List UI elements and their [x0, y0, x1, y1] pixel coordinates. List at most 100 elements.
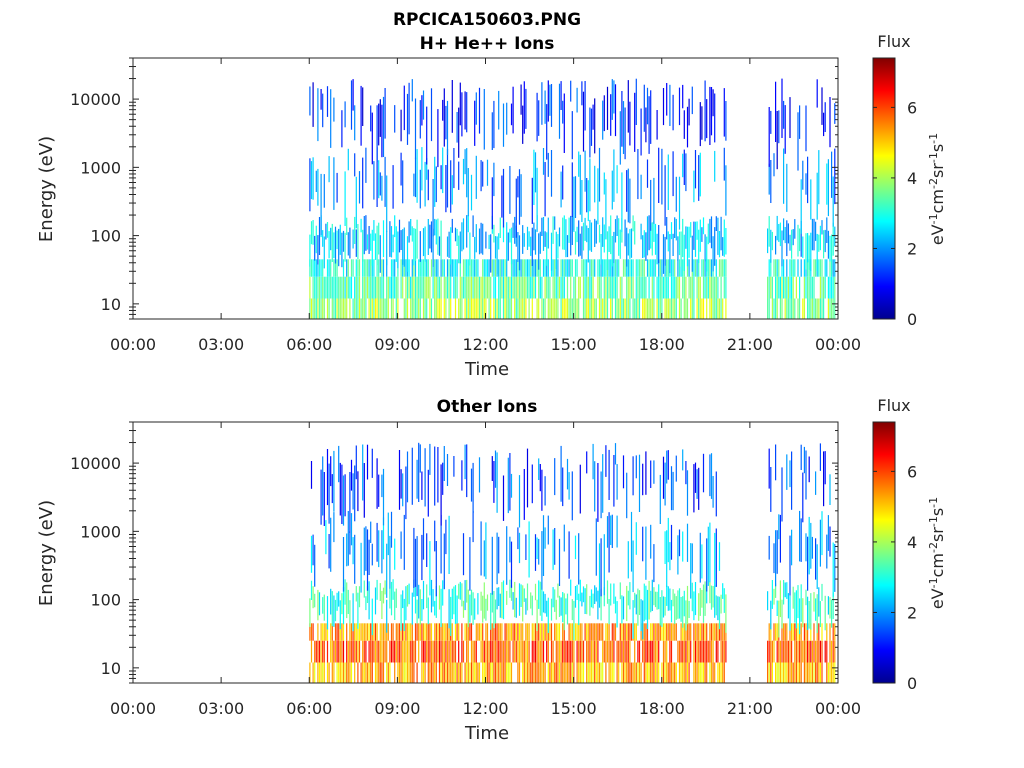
flux-mark — [563, 524, 565, 552]
flux-mark — [520, 584, 522, 607]
flux-mark — [557, 234, 559, 259]
flux-mark — [434, 298, 436, 319]
flux-mark — [792, 586, 794, 609]
flux-mark — [622, 640, 625, 663]
flux-mark — [688, 259, 690, 277]
flux-mark — [560, 445, 562, 502]
flux-mark — [544, 162, 546, 217]
flux-mark — [606, 516, 609, 548]
flux-mark — [666, 276, 668, 299]
flux-mark — [354, 662, 356, 683]
flux-mark — [648, 662, 650, 683]
flux-mark — [563, 276, 565, 299]
flux-mark — [584, 276, 586, 299]
flux-mark — [358, 259, 361, 277]
flux-mark — [531, 227, 533, 266]
flux-mark — [816, 662, 818, 683]
flux-mark — [619, 229, 621, 259]
flux-mark — [411, 623, 413, 641]
flux-mark — [560, 597, 562, 616]
flux-mark — [464, 444, 466, 480]
flux-mark — [538, 640, 540, 663]
flux-mark — [504, 640, 506, 663]
flux-mark — [526, 662, 529, 683]
flux-mark — [419, 298, 421, 319]
flux-mark — [626, 227, 628, 267]
flux-mark — [395, 640, 397, 663]
flux-mark — [650, 259, 652, 277]
flux-mark — [394, 538, 396, 570]
spectrogram-data — [309, 442, 836, 683]
flux-mark — [461, 662, 463, 683]
flux-mark — [722, 583, 724, 599]
flux-mark — [493, 640, 495, 663]
flux-mark — [376, 147, 378, 207]
flux-mark — [606, 86, 609, 130]
flux-mark — [670, 222, 673, 240]
flux-mark — [786, 454, 788, 490]
flux-mark — [328, 534, 330, 569]
flux-mark — [606, 231, 609, 270]
flux-mark — [486, 159, 489, 186]
flux-mark — [791, 229, 793, 259]
flux-mark — [645, 662, 647, 683]
flux-mark — [696, 221, 698, 240]
flux-mark — [494, 259, 497, 277]
flux-mark — [627, 233, 629, 256]
flux-mark — [666, 585, 668, 606]
flux-mark — [333, 450, 335, 512]
flux-mark — [799, 510, 801, 562]
flux-mark — [554, 623, 556, 641]
flux-mark — [312, 276, 314, 299]
flux-mark — [586, 662, 588, 683]
flux-mark — [669, 298, 671, 319]
flux-mark — [323, 640, 325, 663]
flux-mark — [461, 222, 463, 252]
flux-mark — [773, 259, 775, 277]
flux-mark — [416, 298, 418, 319]
flux-mark — [454, 662, 457, 683]
flux-mark — [498, 587, 500, 606]
flux-mark — [418, 623, 420, 641]
flux-mark — [542, 591, 545, 613]
flux-mark — [342, 276, 345, 299]
flux-mark — [651, 623, 653, 641]
flux-mark — [429, 224, 431, 249]
flux-mark — [642, 276, 644, 299]
flux-mark — [350, 259, 353, 277]
flux-mark — [682, 153, 684, 178]
flux-mark — [346, 582, 348, 619]
flux-mark — [552, 640, 554, 663]
flux-mark — [405, 259, 407, 277]
flux-mark — [445, 165, 447, 213]
flux-mark — [554, 662, 556, 683]
flux-mark — [366, 623, 369, 641]
flux-mark — [458, 161, 460, 190]
flux-mark — [722, 259, 724, 277]
flux-mark — [363, 640, 365, 663]
flux-mark — [363, 623, 365, 641]
flux-mark — [494, 640, 497, 663]
flux-mark — [650, 298, 652, 319]
flux-mark — [683, 640, 685, 663]
flux-mark — [440, 165, 442, 190]
flux-mark — [791, 529, 793, 566]
flux-mark — [600, 588, 602, 621]
flux-mark — [421, 471, 423, 500]
flux-mark — [406, 640, 409, 663]
flux-mark — [831, 276, 833, 299]
flux-mark — [355, 176, 357, 229]
flux-mark — [685, 153, 687, 192]
flux-mark — [824, 259, 826, 277]
flux-mark — [334, 259, 337, 277]
flux-mark — [778, 110, 780, 144]
flux-mark — [552, 529, 554, 570]
flux-mark — [706, 276, 708, 299]
flux-mark — [702, 259, 705, 277]
flux-mark — [410, 276, 412, 299]
flux-mark — [450, 662, 452, 683]
flux-mark — [834, 623, 836, 641]
flux-mark — [581, 640, 583, 663]
x-tick-label: 09:00 — [374, 699, 420, 718]
x-tick-label: 18:00 — [639, 699, 685, 718]
